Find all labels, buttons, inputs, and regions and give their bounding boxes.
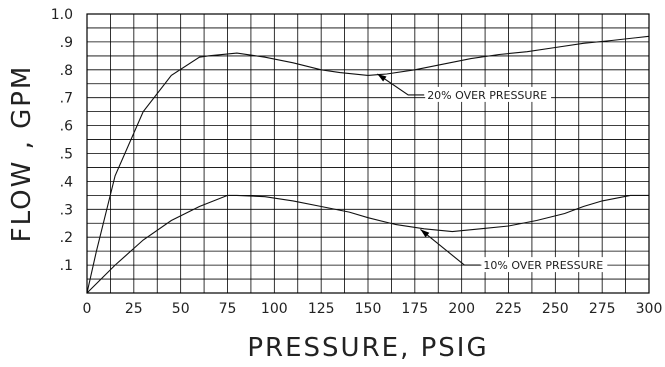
annotation-20pct: 20% OVER PRESSURE xyxy=(377,73,552,102)
x-tick-label: 50 xyxy=(172,301,190,317)
x-tick-label: 200 xyxy=(448,301,475,317)
x-axis-title: PRESSURE, PSIG xyxy=(247,333,488,363)
y-tick-label: 1.0 xyxy=(51,7,73,23)
y-tick-label: .6 xyxy=(60,119,73,135)
leader-line xyxy=(377,73,425,96)
x-tick-label: 250 xyxy=(542,301,569,317)
annotation-10pct: 10% OVER PRESSURE xyxy=(420,228,608,273)
x-tick-label: 25 xyxy=(125,301,143,317)
y-tick-label: .9 xyxy=(60,35,73,51)
x-tick-label: 150 xyxy=(355,301,382,317)
series-line-10pct xyxy=(86,194,649,294)
arrowhead xyxy=(420,229,430,238)
series-line-20pct xyxy=(86,35,650,294)
x-tick-label: 275 xyxy=(589,301,616,317)
x-tick-label: 125 xyxy=(308,301,335,317)
y-tick-label: .2 xyxy=(60,230,73,246)
y-axis-title: FLOW , GPM xyxy=(7,65,37,243)
y-tick-label: .4 xyxy=(60,174,73,190)
x-tick-label: 100 xyxy=(261,301,288,317)
x-tick-label: 0 xyxy=(83,301,92,317)
label-backdrop xyxy=(425,86,552,102)
label-backdrop xyxy=(481,257,608,273)
y-tick-label: .5 xyxy=(60,147,73,163)
y-tick-labels: .1 .2 .3 .4 .5 .6 .7 .8 .9 1.0 xyxy=(51,7,73,274)
arrowhead xyxy=(377,73,387,82)
minor-grid xyxy=(86,13,650,294)
plot-frame xyxy=(86,13,650,294)
x-tick-label: 175 xyxy=(401,301,428,317)
y-tick-label: .3 xyxy=(60,202,73,218)
x-tick-label: 300 xyxy=(636,301,663,317)
annotation-label: 10% OVER PRESSURE xyxy=(483,259,603,272)
leader-line xyxy=(420,228,481,266)
y-tick-label: .7 xyxy=(60,91,73,107)
y-tick-label: .1 xyxy=(60,258,73,274)
y-tick-label: .8 xyxy=(60,63,73,79)
curves xyxy=(86,35,650,294)
x-tick-labels: 0 25 50 75 100 125 150 175 200 225 250 275 300 xyxy=(83,301,663,317)
annotations: 20% OVER PRESSURE 10% OVER PRESSURE xyxy=(377,73,608,273)
x-tick-label: 225 xyxy=(495,301,522,317)
x-tick-label: 75 xyxy=(219,301,237,317)
annotation-label: 20% OVER PRESSURE xyxy=(427,89,547,102)
